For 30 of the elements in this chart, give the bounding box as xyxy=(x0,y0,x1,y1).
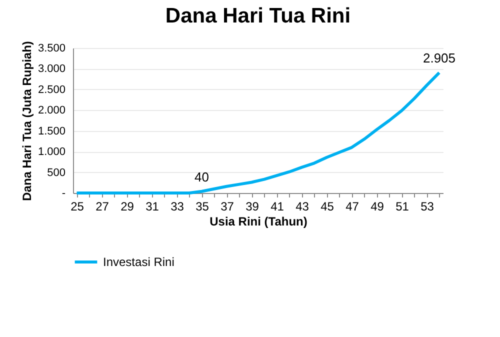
x-tick-label: 33 xyxy=(170,200,184,214)
x-tick-label: 41 xyxy=(270,200,284,214)
x-tick-label: 49 xyxy=(370,200,384,214)
y-axis-title: Dana Hari Tua (Juta Rupiah) xyxy=(20,41,34,201)
data-label: 40 xyxy=(194,169,209,184)
x-tick-label: 45 xyxy=(320,200,334,214)
x-tick-label: 29 xyxy=(120,200,134,214)
y-tick-label: 2.000 xyxy=(38,104,66,117)
x-tick-label: 35 xyxy=(196,200,210,214)
x-axis-title: Usia Rini (Tahun) xyxy=(210,214,308,228)
x-tick-label: 51 xyxy=(396,200,410,214)
x-tick-label: 27 xyxy=(96,200,110,214)
x-tick-label: 53 xyxy=(420,200,434,214)
y-tick-label: - xyxy=(62,188,66,200)
chart-title: Dana Hari Tua Rini xyxy=(165,4,351,28)
y-tick-label: 1.000 xyxy=(38,146,66,158)
line-series xyxy=(75,71,441,194)
y-tick-label: 1.500 xyxy=(38,125,66,138)
x-tick-label: 37 xyxy=(220,200,234,214)
y-tick-label: 3.500 xyxy=(38,42,66,54)
legend-label: Investasi Rini xyxy=(103,255,174,269)
x-tick-label: 47 xyxy=(346,200,360,214)
data-label: 2.905 xyxy=(422,50,456,66)
y-tick-label: 3.000 xyxy=(38,63,66,76)
x-tick-label: 25 xyxy=(70,200,84,214)
x-tick-label: 39 xyxy=(246,200,260,214)
y-tick-label: 500 xyxy=(47,166,66,179)
y-tick-label: 2.500 xyxy=(38,84,66,96)
x-tick-label: 31 xyxy=(146,200,160,214)
x-tick-label: 43 xyxy=(296,200,310,214)
